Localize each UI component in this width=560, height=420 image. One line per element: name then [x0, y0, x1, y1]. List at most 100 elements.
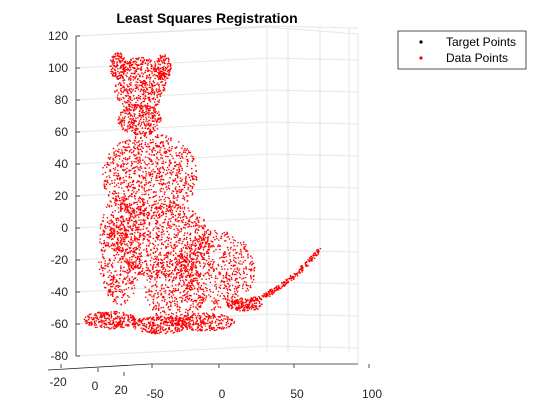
data-point — [161, 157, 164, 159]
data-point — [252, 275, 255, 278]
data-point — [196, 277, 198, 280]
data-point — [108, 175, 110, 177]
data-point — [88, 317, 91, 319]
data-point — [118, 231, 120, 234]
data-point — [160, 285, 163, 287]
data-point — [114, 325, 117, 328]
data-point — [162, 264, 164, 267]
data-point — [158, 113, 161, 116]
data-point — [147, 62, 149, 65]
data-point — [170, 173, 173, 176]
data-point — [149, 294, 152, 296]
data-point — [178, 258, 180, 261]
data-point — [135, 97, 137, 100]
data-point — [158, 88, 161, 90]
data-point — [129, 247, 132, 249]
data-point — [175, 252, 177, 255]
data-point — [128, 112, 130, 115]
data-point — [180, 165, 182, 168]
data-point — [140, 273, 142, 275]
data-point — [123, 157, 125, 160]
data-point — [123, 196, 125, 198]
data-point — [168, 73, 171, 76]
data-point — [156, 275, 159, 278]
data-point — [233, 244, 235, 247]
data-point — [154, 292, 156, 295]
data-point — [125, 211, 127, 214]
data-point — [135, 192, 137, 195]
data-point — [155, 226, 157, 228]
data-point — [99, 321, 102, 323]
data-point — [113, 327, 115, 330]
data-point — [152, 69, 155, 71]
data-point — [146, 254, 148, 257]
data-point — [129, 117, 132, 120]
data-point — [144, 104, 146, 107]
data-point — [157, 316, 160, 318]
data-point — [111, 294, 114, 296]
data-point — [135, 61, 138, 63]
data-point — [142, 322, 144, 325]
data-point — [137, 88, 140, 91]
data-point — [192, 319, 194, 322]
data-point — [114, 69, 117, 71]
data-point — [140, 153, 142, 156]
data-point — [130, 122, 132, 124]
data-point — [189, 306, 192, 309]
data-point — [121, 59, 123, 62]
data-point — [137, 245, 140, 248]
data-point — [174, 302, 176, 305]
data-point — [128, 139, 130, 141]
data-point — [203, 254, 205, 256]
data-point — [218, 245, 221, 247]
data-point — [165, 304, 168, 306]
data-point — [116, 163, 118, 165]
data-point — [151, 170, 153, 172]
data-point — [134, 325, 136, 328]
data-point — [242, 283, 245, 286]
data-point — [151, 173, 154, 175]
data-point — [139, 165, 142, 168]
data-point — [175, 274, 178, 276]
data-point — [146, 211, 149, 214]
data-point — [162, 58, 165, 60]
data-point — [110, 68, 113, 71]
data-point — [162, 295, 165, 298]
data-point — [206, 271, 209, 274]
data-point — [166, 324, 169, 327]
data-point — [88, 313, 91, 316]
data-point — [155, 266, 157, 269]
data-point — [200, 298, 203, 301]
data-point — [176, 176, 179, 179]
data-point — [140, 182, 142, 184]
data-point — [163, 254, 166, 256]
data-point — [226, 280, 228, 282]
data-point — [172, 318, 174, 320]
data-point — [172, 213, 175, 216]
data-point — [175, 298, 178, 300]
data-point — [200, 302, 202, 304]
data-point — [100, 312, 102, 314]
data-point — [169, 220, 172, 222]
data-point — [120, 200, 122, 202]
data-point — [176, 272, 179, 274]
data-point — [169, 241, 172, 244]
data-point — [192, 303, 194, 305]
data-point — [245, 281, 247, 284]
data-point — [182, 184, 185, 187]
data-point — [134, 232, 136, 234]
data-point — [197, 323, 200, 325]
data-point — [117, 192, 120, 194]
data-point — [206, 236, 209, 239]
data-point — [157, 146, 159, 148]
z-gridline-back — [266, 89, 359, 93]
data-point — [160, 243, 163, 245]
data-point — [162, 59, 165, 62]
z-gridline — [75, 185, 268, 197]
data-point — [114, 234, 116, 236]
data-point — [173, 276, 176, 279]
data-point — [146, 317, 148, 319]
data-point — [147, 330, 149, 333]
data-point — [217, 306, 219, 308]
data-point — [172, 180, 175, 182]
